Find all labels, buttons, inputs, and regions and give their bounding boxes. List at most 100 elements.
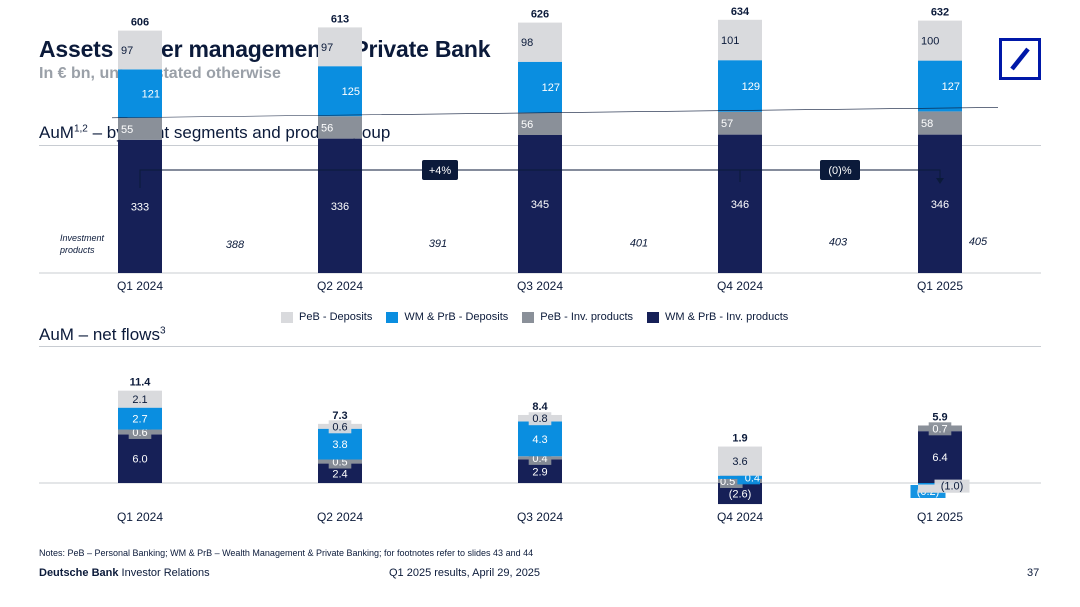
data-label: 346 (731, 199, 749, 211)
investment-products-total: 401 (630, 237, 648, 249)
bar-segment (718, 60, 762, 112)
category-label: Q1 2025 (917, 510, 963, 524)
investment-products-total: 403 (829, 237, 848, 249)
data-label-bg (528, 412, 552, 426)
page-title: Assets under management – Private Bank (39, 36, 491, 62)
bar-segment (118, 434, 162, 483)
data-label: 127 (942, 81, 960, 93)
total-label: 8.4 (532, 401, 548, 413)
legend-swatch (386, 311, 399, 323)
data-label: 121 (142, 89, 160, 101)
bar-segment (518, 135, 562, 273)
total-label: 632 (931, 7, 949, 19)
footer-brand: Deutsche Bank Investor Relations (39, 567, 210, 579)
bar-segment (718, 19, 762, 61)
data-label-bg (934, 479, 970, 493)
data-label: 58 (921, 118, 933, 130)
growth-bracket-arrow (936, 178, 944, 184)
total-label: 11.4 (130, 377, 152, 389)
bar-segment (318, 138, 362, 273)
bar-segment (518, 112, 562, 135)
legend-label: PeB - Deposits (299, 311, 373, 323)
aum-chart: 333 55 121 97 606 Q1 2024 336 56 125 97 613 Q2 2024… (39, 6, 1041, 293)
data-label: 98 (521, 37, 533, 49)
category-label: Q1 2024 (117, 510, 163, 524)
bar-segment (918, 111, 962, 135)
data-label: 336 (331, 201, 349, 213)
bar-segment (318, 116, 362, 139)
chart-legend: PeB - Deposits WM & PrB - Deposits PeB - I… (281, 311, 788, 323)
data-label: 57 (721, 118, 733, 130)
category-label: Q4 2024 (717, 510, 763, 524)
legend-item: WM & PrB - Deposits (386, 311, 508, 323)
data-label: 0.6 (332, 421, 347, 433)
growth-bracket-line (740, 169, 941, 180)
category-label: Q2 2024 (317, 279, 363, 293)
data-label: 345 (531, 199, 549, 211)
investment-products-total: 391 (429, 238, 447, 250)
total-label: 1.9 (732, 433, 747, 445)
category-label: Q3 2024 (517, 510, 563, 524)
bar-segment (718, 446, 762, 476)
bar-segment (118, 139, 162, 273)
growth-badge-label: (0)% (828, 165, 851, 177)
data-label: 0.7 (932, 423, 947, 435)
bar-segment (118, 69, 162, 118)
total-label: 606 (131, 17, 149, 29)
bar-segment (518, 22, 562, 62)
data-label: 2.4 (332, 468, 347, 480)
data-label: 2.7 (132, 414, 147, 426)
bar-segment (918, 431, 962, 483)
bar-segment (118, 407, 162, 430)
bar-segment (718, 134, 762, 273)
category-label: Q2 2024 (317, 510, 363, 524)
data-label: 2.1 (132, 394, 147, 406)
data-label: (1.0) (941, 481, 964, 493)
investment-products-label-line: products (59, 245, 95, 255)
data-label: 127 (542, 82, 560, 94)
net-flows-chart: 6.00.62.72.111.4Q1 20242.40.53.80.67.3Q2… (39, 377, 1041, 524)
bar-segment (118, 30, 162, 70)
data-label: 4.3 (532, 434, 547, 446)
bar-segment (718, 483, 762, 505)
growth-badge (820, 160, 860, 180)
investment-products-label-line: Investment (60, 233, 105, 243)
deutsche-bank-logo-icon (999, 38, 1041, 80)
total-label: 5.9 (932, 411, 947, 423)
legend-label: WM & PrB - Deposits (404, 311, 509, 323)
data-label-bg (328, 420, 352, 434)
legend-item: PeB - Inv. products (522, 311, 633, 323)
investment-products-total: 388 (226, 239, 245, 251)
data-label: 97 (321, 42, 333, 54)
total-label: 634 (731, 6, 750, 18)
category-label: Q3 2024 (517, 279, 563, 293)
legend-label: WM & PrB - Inv. products (665, 311, 789, 323)
data-label: (2.6) (729, 489, 752, 501)
bar-segment (718, 111, 762, 135)
data-label: 125 (342, 86, 360, 98)
page-number: 37 (1027, 567, 1040, 579)
data-label: 0.5 (332, 457, 347, 469)
investment-products-label: Investment products (59, 233, 105, 255)
footer-date: Q1 2025 results, April 29, 2025 (389, 567, 541, 579)
bar-segment (318, 66, 362, 117)
data-label: 97 (121, 45, 133, 57)
bar-segment (918, 134, 962, 273)
data-label: 56 (521, 119, 533, 131)
data-label: 0.8 (532, 413, 547, 425)
data-label-bg (928, 422, 952, 436)
legend-item: PeB - Deposits (281, 311, 372, 323)
investment-products-total: 405 (969, 236, 988, 248)
bar-segment (318, 428, 362, 460)
data-label: 6.4 (932, 452, 947, 464)
footnote: Notes: PeB – Personal Banking; WM & PrB … (39, 548, 534, 558)
bar-segment (918, 20, 962, 61)
legend-swatch (522, 311, 535, 323)
data-label: 346 (931, 199, 949, 211)
data-label: 100 (921, 36, 939, 48)
category-label: Q1 2025 (917, 279, 963, 293)
investment-products-line (111, 107, 999, 119)
bar-segment (118, 117, 162, 140)
data-label: 55 (121, 124, 133, 136)
data-label: 56 (321, 122, 333, 134)
